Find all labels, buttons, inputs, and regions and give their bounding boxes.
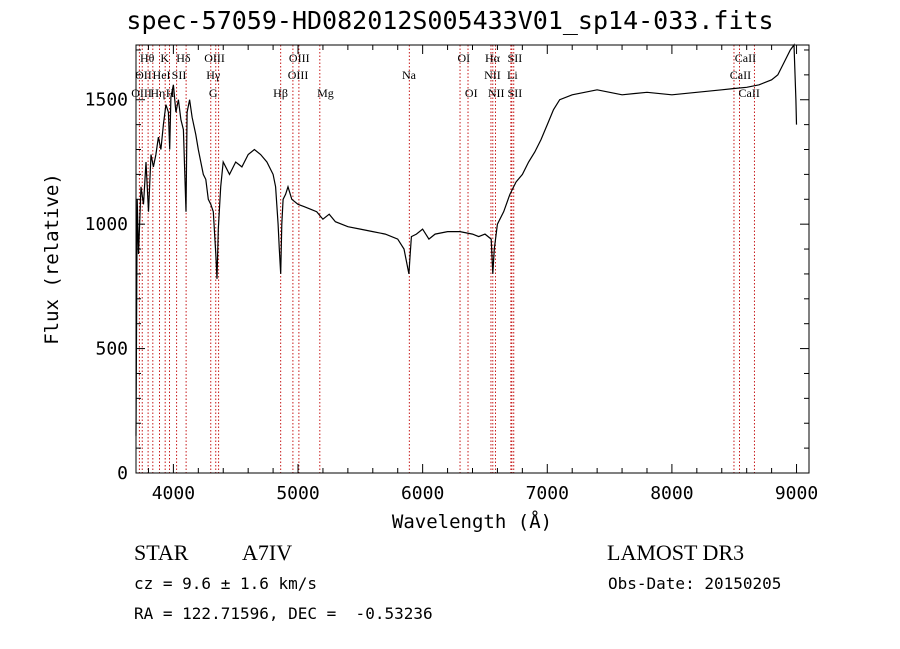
spectral-class: A7IV	[242, 540, 293, 565]
line-label: OI	[465, 86, 478, 100]
line-label: CaII	[739, 86, 760, 100]
line-label: Mg	[317, 86, 334, 100]
x-tick-label: 9000	[775, 483, 818, 504]
line-label: Hη	[150, 86, 165, 100]
x-tick-label: 5000	[276, 483, 319, 504]
redshift-cz: cz = 9.6 ± 1.6 km/s	[134, 574, 318, 593]
x-tick-label: 8000	[650, 483, 693, 504]
line-label: OI	[457, 51, 470, 65]
x-axis-label: Wavelength (Å)	[392, 510, 552, 533]
survey-name: LAMOST DR3	[607, 540, 745, 565]
x-tick-label: 6000	[401, 483, 444, 504]
line-label: OIII	[204, 51, 225, 65]
line-label: G	[209, 86, 218, 100]
line-label: SII	[172, 68, 187, 82]
line-label: Hδ	[176, 51, 191, 65]
line-label: Hα	[485, 51, 501, 65]
chart-title: spec-57059-HD082012S005433V01_sp14-033.f…	[126, 6, 774, 35]
line-label: NII	[488, 86, 505, 100]
line-label: HeI	[153, 68, 171, 82]
line-label: SII	[508, 86, 523, 100]
line-label: Hγ	[206, 68, 221, 82]
obs-date: Obs-Date: 20150205	[608, 574, 782, 593]
line-label: OIII	[131, 86, 152, 100]
flux-series-line	[135, 43, 798, 436]
line-label: Hβ	[273, 86, 288, 100]
line-label: OIII	[288, 68, 309, 82]
y-tick-label: 1500	[85, 90, 128, 111]
y-tick-label: 0	[117, 463, 128, 484]
object-type: STAR	[134, 540, 189, 565]
line-label: OIII	[289, 51, 310, 65]
plot-frame	[135, 44, 810, 474]
line-label: CaII	[735, 51, 756, 65]
coordinates: RA = 122.71596, DEC = -0.53236	[134, 604, 433, 623]
line-label: K	[160, 51, 169, 65]
line-label: H	[166, 86, 175, 100]
x-tick-label: 7000	[526, 483, 569, 504]
x-tick-label: 4000	[152, 483, 195, 504]
y-tick-label: 1000	[85, 214, 128, 235]
line-label: Na	[402, 68, 417, 82]
spectral-line-markers	[138, 45, 755, 473]
y-axis-label: Flux (relative)	[41, 173, 63, 345]
line-label: OII	[135, 68, 152, 82]
spectrum-chart: 4000 5000 6000 7000 8000 9000 0 500 1000 1500 Hθ K…	[41, 43, 818, 533]
y-tick-label: 500	[95, 339, 128, 360]
line-label: NII	[484, 68, 501, 82]
line-label: Li	[507, 68, 518, 82]
line-label: SII	[508, 51, 523, 65]
axis-ticks: 4000 5000 6000 7000 8000 9000 0 500 1000 1500	[85, 45, 818, 504]
line-label: CaII	[730, 68, 751, 82]
line-label: Hθ	[140, 51, 155, 65]
